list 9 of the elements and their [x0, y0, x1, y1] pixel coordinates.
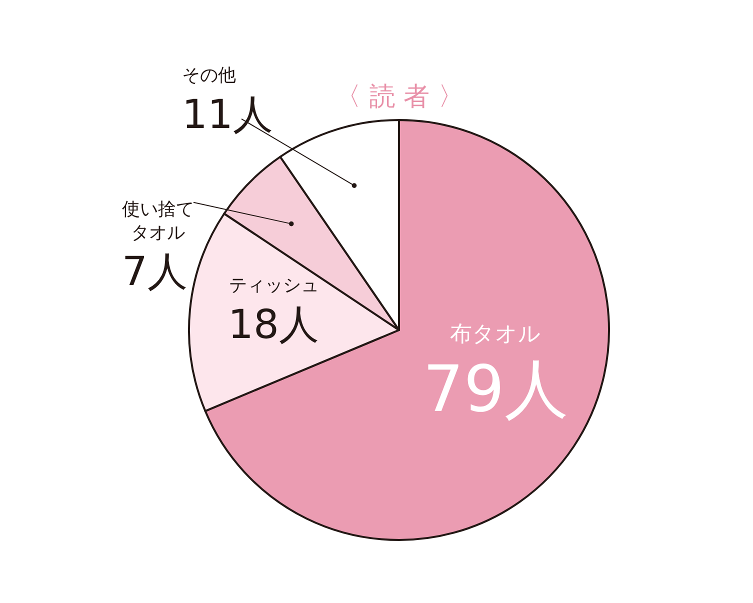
slice-label: その他: [182, 65, 236, 86]
data-label: 79人: [423, 353, 568, 427]
slice-label: ティッシュ: [229, 275, 319, 296]
slice-label: 布タオル: [450, 322, 541, 347]
data-label: 18人: [228, 302, 319, 348]
text: 〈 読 者 〉: [335, 82, 464, 112]
data-label: 7人: [122, 249, 188, 295]
slice-label: 使い捨てタオル: [122, 199, 194, 244]
data-label: 11人: [182, 92, 273, 138]
